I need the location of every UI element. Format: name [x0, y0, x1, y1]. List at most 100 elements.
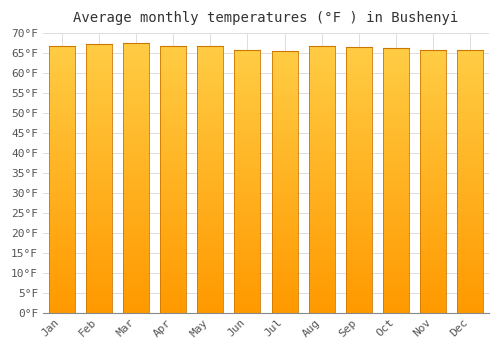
Bar: [48, 216, 74, 219]
Bar: [197, 259, 223, 263]
Bar: [272, 237, 297, 241]
Bar: [234, 220, 260, 224]
Bar: [160, 202, 186, 206]
Bar: [272, 211, 297, 215]
Bar: [272, 71, 297, 74]
Bar: [272, 247, 297, 251]
Bar: [86, 188, 112, 192]
Bar: [197, 103, 223, 106]
Bar: [458, 263, 483, 267]
Bar: [308, 120, 334, 123]
Bar: [420, 132, 446, 135]
Bar: [346, 216, 372, 220]
Bar: [86, 212, 112, 215]
Bar: [234, 119, 260, 122]
Bar: [383, 243, 409, 247]
Bar: [86, 256, 112, 259]
Bar: [86, 259, 112, 262]
Bar: [272, 103, 297, 107]
Bar: [383, 289, 409, 293]
Bar: [308, 90, 334, 93]
Bar: [383, 204, 409, 207]
Bar: [86, 275, 112, 279]
Bar: [48, 70, 74, 73]
Bar: [123, 104, 149, 107]
Bar: [86, 262, 112, 266]
Bar: [234, 257, 260, 260]
Bar: [86, 71, 112, 74]
Bar: [48, 233, 74, 236]
Bar: [197, 206, 223, 209]
Bar: [420, 201, 446, 204]
Bar: [123, 306, 149, 309]
Bar: [48, 269, 74, 273]
Bar: [48, 103, 74, 106]
Bar: [458, 273, 483, 276]
Bar: [234, 168, 260, 172]
Bar: [383, 141, 409, 144]
Bar: [383, 62, 409, 65]
Bar: [272, 293, 297, 296]
Bar: [308, 66, 334, 70]
Bar: [308, 83, 334, 86]
Bar: [346, 150, 372, 153]
Bar: [86, 175, 112, 178]
Bar: [234, 112, 260, 116]
Bar: [123, 70, 149, 74]
Bar: [160, 179, 186, 182]
Bar: [346, 144, 372, 147]
Bar: [48, 53, 74, 56]
Bar: [272, 51, 297, 55]
Bar: [383, 306, 409, 309]
Bar: [308, 163, 334, 166]
Bar: [160, 156, 186, 159]
Bar: [48, 206, 74, 209]
Bar: [272, 276, 297, 280]
Bar: [86, 128, 112, 131]
Bar: [123, 87, 149, 90]
Bar: [197, 156, 223, 160]
Bar: [272, 185, 297, 188]
Bar: [420, 306, 446, 309]
Bar: [234, 240, 260, 244]
Bar: [383, 131, 409, 134]
Bar: [86, 101, 112, 104]
Bar: [346, 250, 372, 253]
Bar: [383, 309, 409, 313]
Bar: [197, 209, 223, 213]
Bar: [420, 276, 446, 280]
Bar: [458, 112, 483, 116]
Bar: [458, 175, 483, 178]
Bar: [197, 96, 223, 100]
Bar: [420, 283, 446, 286]
Bar: [234, 296, 260, 300]
Bar: [86, 114, 112, 118]
Bar: [458, 211, 483, 214]
Bar: [346, 233, 372, 236]
Bar: [123, 292, 149, 296]
Bar: [420, 188, 446, 191]
Bar: [458, 148, 483, 152]
Bar: [234, 139, 260, 142]
Bar: [346, 246, 372, 250]
Bar: [420, 155, 446, 158]
Bar: [420, 178, 446, 181]
Bar: [123, 114, 149, 117]
Bar: [123, 289, 149, 293]
Title: Average monthly temperatures (°F ) in Bushenyi: Average monthly temperatures (°F ) in Bu…: [74, 11, 458, 25]
Bar: [48, 243, 74, 246]
Bar: [383, 174, 409, 177]
Bar: [346, 279, 372, 283]
Bar: [197, 189, 223, 193]
Bar: [86, 145, 112, 148]
Bar: [458, 289, 483, 293]
Bar: [308, 286, 334, 289]
Bar: [48, 86, 74, 90]
Bar: [346, 127, 372, 130]
Bar: [383, 147, 409, 151]
Bar: [458, 73, 483, 76]
Bar: [197, 309, 223, 313]
Bar: [123, 141, 149, 144]
Bar: [234, 289, 260, 293]
Bar: [458, 260, 483, 264]
